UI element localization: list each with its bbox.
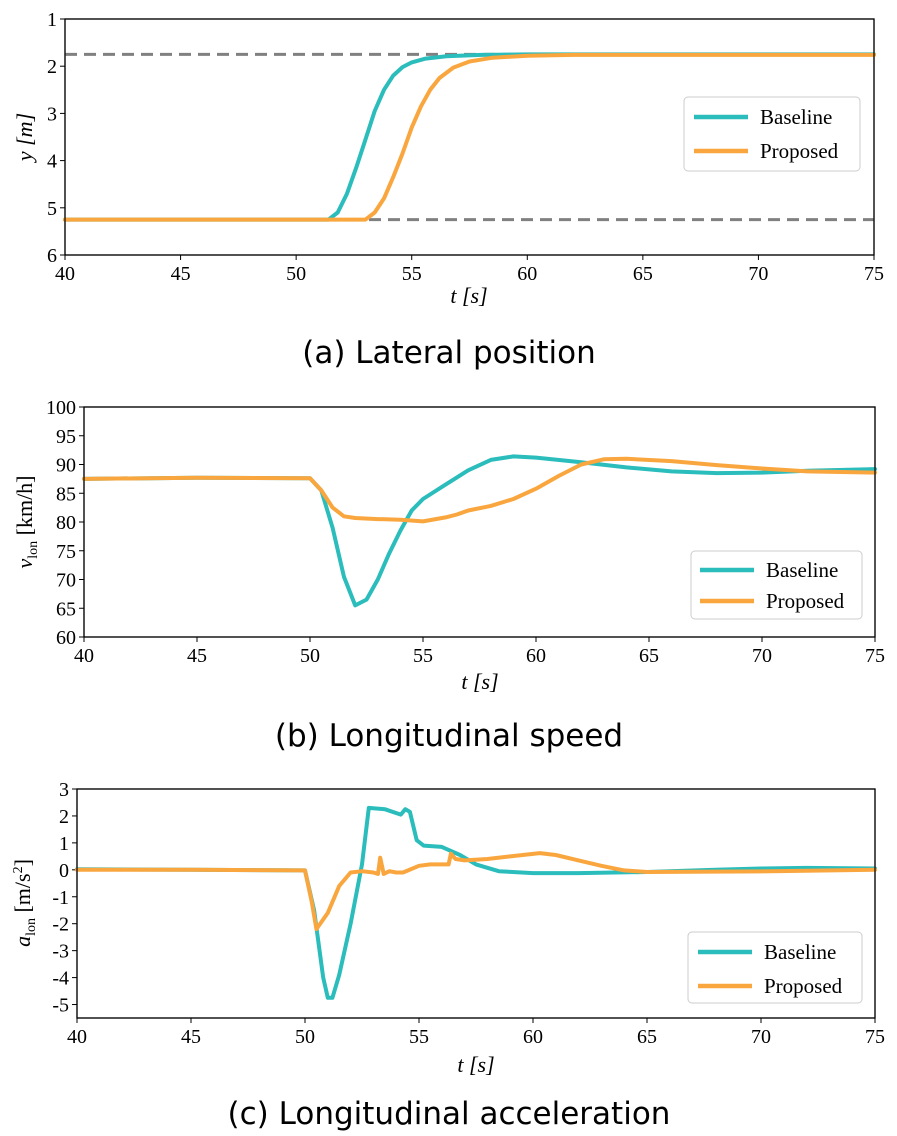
panel-a-series [63, 52, 876, 222]
panel-c-ytick-label: -4 [52, 968, 69, 990]
panel-c-legend: Baseline Proposed [687, 931, 863, 1004]
panel-b-ytick-label: 60 [56, 627, 76, 649]
panel-b-legend-baseline-label: Baseline [766, 558, 838, 582]
panel-c-xtick-label: 70 [751, 1026, 771, 1048]
panel-b-xtick-label: 70 [752, 645, 772, 667]
panel-a-xtick-label: 50 [286, 263, 306, 285]
panel-c-ytick-label: -3 [52, 941, 69, 963]
panel-a-baseline-line [63, 52, 876, 222]
panel-b-series [82, 454, 877, 608]
panel-c-ytick-label: 3 [59, 779, 69, 801]
panel-b-xtick-label: 65 [639, 645, 659, 667]
panel-b-proposed-line [82, 456, 877, 524]
panel-b-ytick-label: 85 [56, 483, 76, 505]
panel-a-xtick-label: 75 [864, 263, 884, 285]
panel-a-caption: (a) Lateral position [302, 335, 596, 371]
panel-c-ylabel-unit-a: [m/s [10, 873, 35, 918]
panel-c-series [75, 805, 877, 1000]
panel-c-proposed-line [75, 851, 877, 932]
panel-a-xlabel: t [s] [450, 283, 487, 308]
panel-a-ytick-label: 3 [47, 103, 57, 125]
panel-a-xtick-label: 65 [633, 263, 653, 285]
panel-b-ytick-label: 65 [56, 598, 76, 620]
panel-c-ylabel-sup: 2 [11, 866, 26, 873]
panel-b-ytick-label: 80 [56, 512, 76, 534]
panel-c-frame [76, 788, 876, 1019]
panel-c-xtick-label: 50 [295, 1026, 315, 1048]
panel-b-xtick-label: 50 [300, 645, 320, 667]
panel-c-xtick-label: 45 [181, 1026, 201, 1048]
panel-b-ylabel: vlon [km/h] [12, 475, 41, 568]
panel-a-xtick-label: 55 [402, 263, 422, 285]
panel-c-ylabel-sub: lon [24, 918, 39, 936]
panel-a-frame [64, 18, 875, 256]
panel-c-baseline-line [75, 805, 877, 1000]
panel-a-xtick-label: 60 [517, 263, 537, 285]
panel-b-xtick-label: 55 [413, 645, 433, 667]
panel-c-xtick-label: 75 [865, 1026, 885, 1048]
panel-c-ytick-label: -5 [52, 995, 69, 1017]
panel-c-ytick-label: 1 [59, 833, 69, 855]
panel-b-ylabel-var: v [12, 559, 37, 569]
panel-b-ytick-label: 75 [56, 541, 76, 563]
panel-c-ticks: 40 45 50 55 60 65 70 75 -5 -4 -3 -2 -1 0 1 2 3 [52, 779, 885, 1048]
panel-c-xlabel: t [s] [457, 1052, 494, 1077]
panel-b-legend-proposed-label: Proposed [766, 589, 845, 613]
panel-c-ylabel-unit-b: ] [10, 859, 35, 866]
panel-b-ytick-label: 90 [56, 455, 76, 477]
panel-c: 40 45 50 55 60 65 70 75 -5 -4 -3 -2 -1 0 1 2 3 Baseline … [10, 779, 885, 1132]
panel-a-ytick-label: 1 [47, 9, 57, 31]
panel-b-frame [83, 406, 876, 638]
panel-b-caption: (b) Longitudinal speed [275, 718, 623, 754]
panel-b-ytick-label: 70 [56, 570, 76, 592]
panel-a-legend-baseline-label: Baseline [760, 105, 832, 129]
panel-c-ytick-label: -2 [52, 914, 69, 936]
panel-a-xtick-label: 40 [55, 263, 75, 285]
panel-c-legend-baseline-label: Baseline [764, 940, 836, 964]
panel-c-xtick-label: 40 [67, 1026, 87, 1048]
panel-c-ylabel-var: a [10, 936, 35, 947]
panel-a-ytick-label: 4 [47, 151, 57, 173]
panel-b-xtick-label: 60 [526, 645, 546, 667]
panel-b-xtick-label: 40 [74, 645, 94, 667]
panel-c-ytick-label: 0 [59, 860, 69, 882]
panel-a-proposed-line [63, 52, 876, 222]
panel-a-ytick-label: 5 [47, 198, 57, 220]
panel-b-ylabel-unit: [km/h] [12, 475, 37, 540]
panel-b: 40 45 50 55 60 65 70 75 60 65 70 75 80 85 90 95 100 Base… [12, 397, 885, 754]
panel-c-caption: (c) Longitudinal acceleration [228, 1096, 671, 1132]
panel-b-xlabel: t [s] [461, 669, 498, 694]
panel-b-ylabel-sub: lon [26, 541, 41, 559]
panel-a-xtick-label: 45 [171, 263, 191, 285]
panel-c-ytick-label: 2 [59, 806, 69, 828]
panel-a-ytick-label: 6 [47, 245, 57, 267]
panel-b-xtick-label: 75 [865, 645, 885, 667]
panel-c-ylabel: alon [m/s2] [10, 859, 39, 947]
panel-c-legend-proposed-label: Proposed [764, 974, 843, 998]
panel-b-baseline-line [82, 454, 877, 608]
panel-b-ytick-label: 95 [56, 426, 76, 448]
panel-a-xtick-label: 70 [748, 263, 768, 285]
panel-c-xtick-label: 65 [637, 1026, 657, 1048]
panel-a-legend: Baseline Proposed [683, 96, 861, 172]
panel-b-legend: Baseline Proposed [690, 550, 863, 620]
panel-c-xtick-label: 55 [409, 1026, 429, 1048]
panel-a-ylabel: y [m] [12, 113, 37, 163]
panel-c-xtick-label: 60 [523, 1026, 543, 1048]
panel-b-ticks: 40 45 50 55 60 65 70 75 60 65 70 75 80 85 90 95 100 [46, 397, 885, 667]
panel-b-xtick-label: 45 [187, 645, 207, 667]
panel-b-ytick-label: 100 [46, 397, 76, 419]
panel-a-legend-proposed-label: Proposed [760, 139, 839, 163]
panel-a-ytick-label: 2 [47, 56, 57, 78]
panel-c-ytick-label: -1 [52, 887, 69, 909]
